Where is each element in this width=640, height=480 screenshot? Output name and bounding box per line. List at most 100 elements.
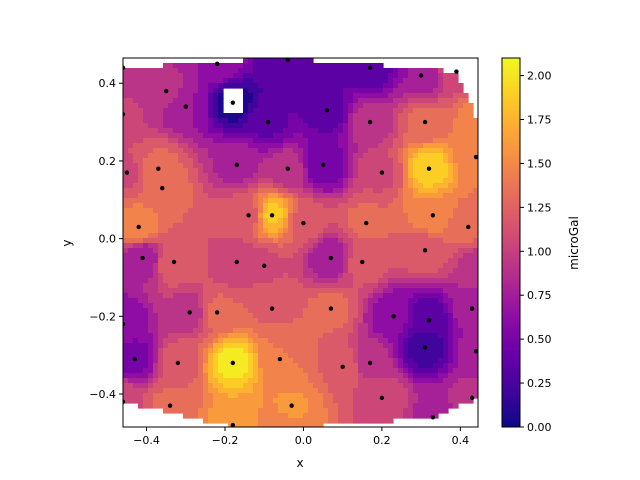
contour-cell [428,313,434,319]
contour-cell [463,388,469,394]
contour-cell [128,228,134,234]
contour-cell [373,203,379,209]
contour-cell [398,293,404,299]
contour-cell [193,183,199,189]
contour-cell [348,88,354,94]
contour-cell [313,283,319,289]
contour-cell [423,173,429,179]
contour-cell [408,168,414,174]
contour-cell [153,213,159,219]
contour-cell [468,363,474,369]
contour-cell [348,213,354,219]
contour-cell [433,228,439,234]
contour-cell [123,383,129,389]
contour-cell [173,158,179,164]
contour-cell [408,278,414,284]
contour-cell [338,143,344,149]
contour-cell [298,368,304,374]
contour-cell [468,253,474,259]
contour-cell [148,308,154,314]
contour-cell [268,283,274,289]
contour-cell [393,268,399,274]
contour-cell [243,108,249,114]
contour-cell [243,58,249,64]
contour-cell [248,248,254,254]
contour-cell [133,108,139,114]
contour-cell [133,308,139,314]
contour-cell [423,148,429,154]
contour-cell [213,223,219,229]
contour-cell [408,208,414,214]
contour-cell [188,263,194,269]
contour-cell [318,208,324,214]
contour-cell [468,263,474,269]
contour-cell [253,233,259,239]
contour-cell [273,218,279,224]
contour-cell [258,288,264,294]
contour-cell [318,323,324,329]
contour-cell [413,158,419,164]
contour-cell [353,63,359,69]
contour-cell [373,338,379,344]
contour-cell [403,413,409,419]
contour-cell [313,128,319,134]
contour-cell [333,178,339,184]
contour-cell [213,78,219,84]
contour-cell [178,88,184,94]
contour-cell [388,248,394,254]
contour-cell [233,223,239,229]
contour-cell [428,308,434,314]
contour-cell [143,288,149,294]
contour-cell [298,73,304,79]
contour-cell [183,148,189,154]
contour-cell [253,243,259,249]
contour-cell [173,253,179,259]
contour-cell [268,418,274,424]
contour-cell [328,178,334,184]
contour-cell [443,363,449,369]
contour-cell [413,368,419,374]
contour-cell [293,188,299,194]
contour-cell [308,228,314,234]
contour-cell [308,333,314,339]
contour-cell [143,268,149,274]
contour-cell [123,93,129,99]
contour-cell [463,273,469,279]
contour-cell [148,143,154,149]
contour-cell [333,68,339,74]
contour-cell [243,398,249,404]
contour-cell [223,313,229,319]
contour-cell [238,398,244,404]
contour-cell [368,103,374,109]
contour-cell [228,153,234,159]
contour-cell [378,163,384,169]
contour-cell [208,93,214,99]
contour-cell [278,243,284,249]
contour-cell [248,343,254,349]
contour-cell [178,408,184,414]
contour-cell [298,358,304,364]
contour-cell [453,403,459,409]
contour-cell [148,133,154,139]
contour-cell [318,73,324,79]
contour-cell [268,183,274,189]
contour-cell [438,118,444,124]
contour-cell [423,253,429,259]
contour-cell [173,383,179,389]
contour-cell [213,93,219,99]
contour-cell [298,168,304,174]
contour-cell [308,183,314,189]
contour-cell [383,148,389,154]
contour-cell [423,68,429,74]
contour-cell [313,243,319,249]
contour-cell [453,328,459,334]
contour-cell [338,248,344,254]
contour-cell [368,278,374,284]
contour-cell [398,138,404,144]
contour-cell [403,323,409,329]
contour-cell [433,258,439,264]
contour-cell [208,418,214,424]
contour-cell [138,253,144,259]
contour-cell [353,408,359,414]
contour-cell [318,63,324,69]
